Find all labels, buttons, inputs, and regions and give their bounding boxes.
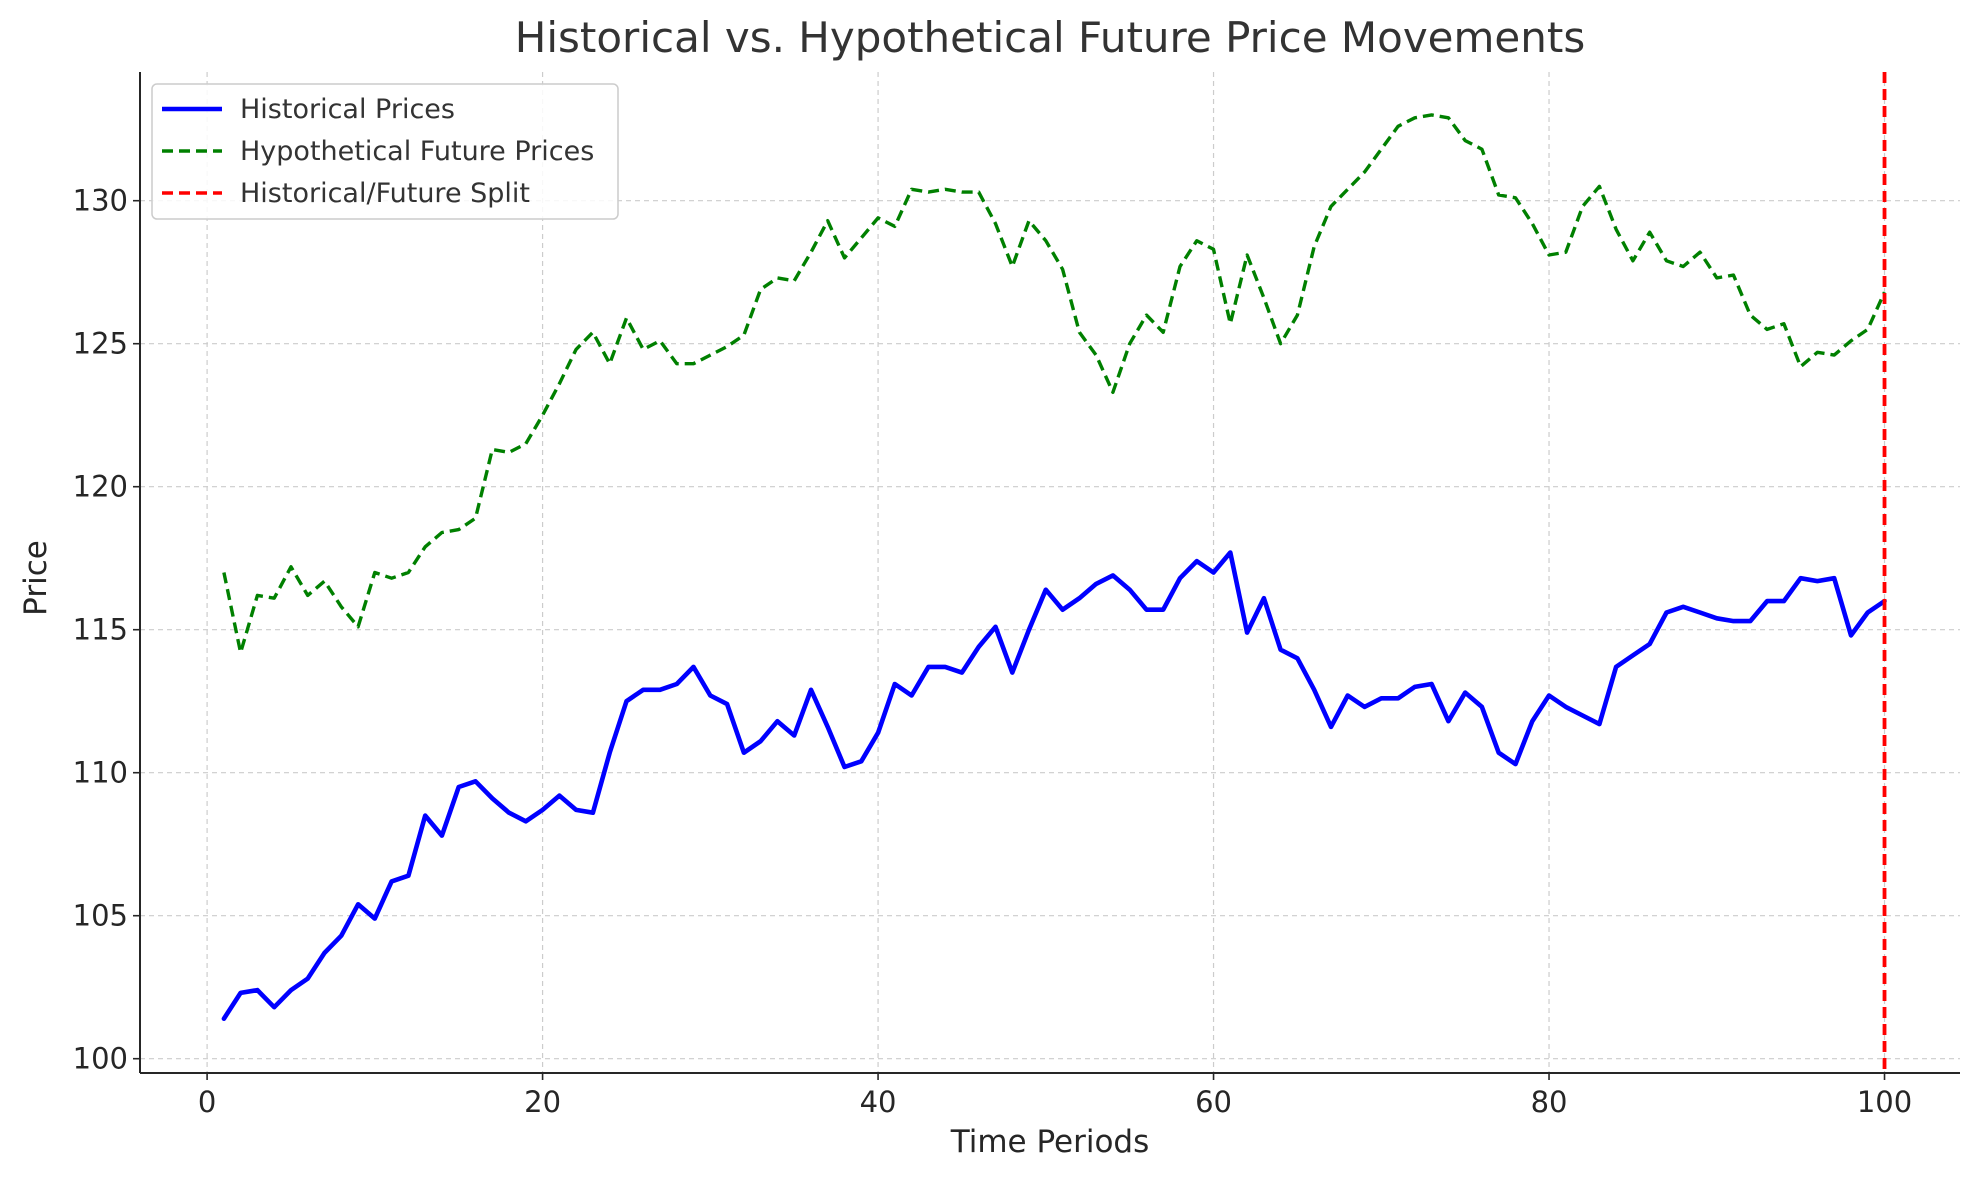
x-axis-label: Time Periods [950, 1124, 1150, 1160]
y-tick-label: 110 [73, 756, 128, 790]
legend-label: Historical/Future Split [240, 178, 530, 209]
series-line-historical-prices [221, 550, 1887, 1022]
x-tick-label: 20 [524, 1085, 561, 1119]
y-axis-label: Price [18, 540, 54, 616]
y-tick-label: 125 [73, 327, 128, 361]
x-tick-label: 80 [1531, 1085, 1568, 1119]
y-tick-label: 120 [73, 470, 128, 504]
legend-label: Historical Prices [240, 94, 455, 125]
x-tick-label: 100 [1857, 1085, 1912, 1119]
series-layer [221, 72, 1887, 1073]
chart-title: Historical vs. Hypothetical Future Price… [515, 13, 1586, 62]
axes [139, 72, 1960, 1074]
legend-label: Hypothetical Future Prices [240, 136, 594, 167]
x-tick-label: 60 [1195, 1085, 1232, 1119]
series-line-hypothetical-future-prices [222, 113, 1887, 655]
y-tick-label: 115 [73, 613, 128, 647]
y-tick-label: 100 [73, 1042, 128, 1076]
gridlines [140, 72, 1960, 1073]
legend: Historical Prices Hypothetical Future Pri… [151, 83, 619, 220]
y-tick-label: 105 [73, 899, 128, 933]
y-tick-label: 130 [73, 184, 128, 218]
tick-labels: 0 20 40 60 80 100 100 105 110 115 120 125 130 [73, 184, 1913, 1119]
x-tick-label: 0 [198, 1085, 216, 1119]
x-tick-label: 40 [860, 1085, 897, 1119]
legend-box [151, 83, 619, 220]
